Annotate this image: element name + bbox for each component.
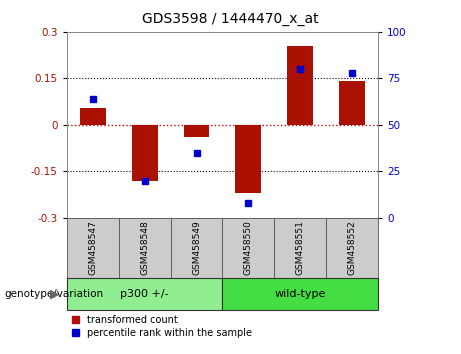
Bar bbox=[118, 218, 171, 278]
Bar bbox=[287, 46, 313, 125]
Bar bbox=[222, 218, 274, 278]
Bar bbox=[80, 108, 106, 125]
Text: GSM458549: GSM458549 bbox=[192, 221, 201, 275]
Bar bbox=[236, 125, 261, 193]
Bar bbox=[339, 81, 365, 125]
Text: wild-type: wild-type bbox=[275, 289, 326, 299]
Bar bbox=[67, 278, 222, 310]
Text: ▶: ▶ bbox=[50, 287, 60, 300]
Text: GSM458548: GSM458548 bbox=[140, 221, 149, 275]
Text: GSM458547: GSM458547 bbox=[88, 221, 97, 275]
Legend: transformed count, percentile rank within the sample: transformed count, percentile rank withi… bbox=[72, 315, 252, 337]
Text: GSM458551: GSM458551 bbox=[296, 220, 305, 275]
Text: GSM458550: GSM458550 bbox=[244, 220, 253, 275]
Text: genotype/variation: genotype/variation bbox=[5, 289, 104, 299]
Text: GSM458552: GSM458552 bbox=[348, 221, 357, 275]
Bar bbox=[222, 278, 378, 310]
Text: p300 +/-: p300 +/- bbox=[120, 289, 169, 299]
Bar bbox=[274, 218, 326, 278]
Text: GDS3598 / 1444470_x_at: GDS3598 / 1444470_x_at bbox=[142, 12, 319, 27]
Bar bbox=[171, 218, 222, 278]
Bar bbox=[132, 125, 158, 181]
Bar bbox=[67, 218, 118, 278]
Bar bbox=[326, 218, 378, 278]
Bar bbox=[183, 125, 209, 137]
